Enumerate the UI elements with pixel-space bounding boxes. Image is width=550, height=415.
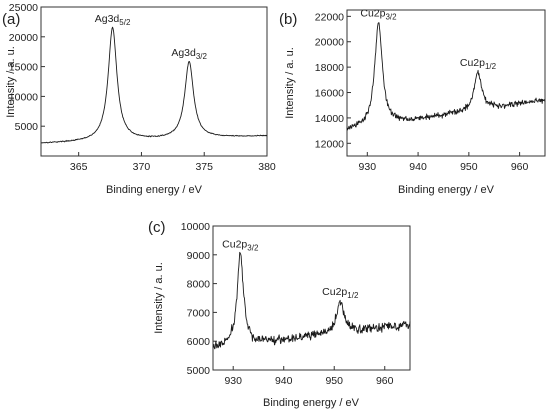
panel-c-ticks: 930 940 950 960 5000 6000 7000 8000 9000 10000 [181,221,394,387]
y-tick-label: 7000 [187,307,211,319]
panel-c-ylabel: Intensity / a. u. [153,262,165,334]
x-tick-label: 370 [133,161,151,173]
panel-c-label: (c) [148,219,166,236]
peak-label: Ag3d5/2 [95,13,131,27]
peak-label-subscript: 3/2 [385,13,397,22]
peak-label-main: Cu2p [460,57,485,69]
peak-label-main: Cu2p [322,286,347,298]
peak-label-main: Ag3d [95,13,120,25]
peak-label-subscript: 5/2 [119,18,131,27]
panel-c: (c) 930 940 950 960 5000 6000 7000 8000 9000 1000… [148,219,411,409]
y-tick-label: 22000 [315,11,344,23]
y-tick-label: 10000 [9,91,38,103]
peak-label: Cu2p3/2 [222,238,259,252]
panel-a-spectrum-line [40,26,268,144]
peak-label-subscript: 1/2 [485,62,497,71]
y-tick-label: 18000 [315,62,344,74]
panel-a-plot-area [40,6,268,157]
y-tick-label: 20000 [315,37,344,49]
panel-b-plot-area [346,9,546,157]
panel-b-ylabel: Intensity / a. u. [284,47,296,119]
peak-label-subscript: 1/2 [347,291,359,300]
panel-c-plot-area [212,225,411,371]
x-tick-label: 940 [409,161,427,173]
peak-label: Cu2p3/2 [360,8,397,22]
panel-a-ylabel: Intensity / a. u. [5,46,17,118]
x-tick-label: 950 [325,375,343,387]
panel-b-label: (b) [279,11,297,28]
x-tick-label: 365 [70,161,88,173]
panel-a-xlabel: Binding energy / eV [106,184,203,196]
y-tick-label: 5000 [187,365,211,377]
peak-label: Ag3d3/2 [171,47,207,61]
y-tick-label: 5000 [15,121,39,133]
panel-b-spectrum-line [346,22,546,131]
y-tick-label: 15000 [9,62,38,74]
x-tick-label: 960 [511,161,529,173]
y-tick-label: 9000 [187,250,211,262]
peak-label-main: Cu2p [360,8,385,20]
y-tick-label: 16000 [315,88,344,100]
y-tick-label: 12000 [315,138,344,150]
peak-label-subscript: 3/2 [247,243,259,252]
panel-a: (a) 365 370 375 380 5000 10000 15000 20000 25000… [2,2,276,196]
x-tick-label: 930 [359,161,377,173]
x-tick-label: 960 [376,375,394,387]
panel-a-ticks: 365 370 375 380 5000 10000 15000 20000 25000 [9,2,276,173]
x-tick-label: 930 [224,375,242,387]
x-tick-label: 375 [195,161,213,173]
x-tick-label: 940 [275,375,293,387]
x-tick-label: 380 [258,161,276,173]
x-tick-label: 950 [460,161,478,173]
panel-b-ticks: 930 940 950 960 12000 14000 16000 18000 20000 220… [315,11,529,173]
y-tick-label: 8000 [187,279,211,291]
y-tick-label: 10000 [181,221,210,233]
panel-c-spectrum-line [212,251,411,350]
y-tick-label: 20000 [9,32,38,44]
panel-c-xlabel: Binding energy / eV [263,397,360,409]
peak-label-main: Ag3d [171,47,196,59]
panel-b-xlabel: Binding energy / eV [398,184,495,196]
y-tick-label: 14000 [315,113,344,125]
y-tick-label: 6000 [187,336,211,348]
peak-label: Cu2p1/2 [460,57,497,71]
y-tick-label: 25000 [9,2,38,14]
panel-b: (b) 930 940 950 960 12000 14000 16000 18000 2000… [279,8,546,196]
peak-label-subscript: 3/2 [196,52,208,61]
peak-label: Cu2p1/2 [322,286,359,300]
panel-a-label: (a) [2,11,20,28]
peak-label-main: Cu2p [222,238,247,250]
